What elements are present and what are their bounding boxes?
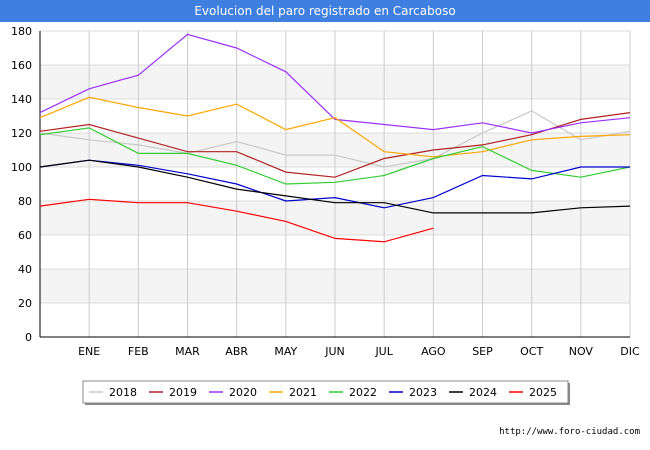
legend-label-2024: 2024 xyxy=(469,386,497,399)
y-tick-label: 180 xyxy=(11,25,32,38)
legend-label-2025: 2025 xyxy=(529,386,557,399)
series-line-2023 xyxy=(39,159,630,209)
x-tick-label: ENE xyxy=(78,345,100,358)
y-tick-label: 40 xyxy=(18,263,32,276)
x-tick-label: ABR xyxy=(225,345,248,358)
y-tick-label: 20 xyxy=(18,297,32,310)
chart-title: Evolucion del paro registrado en Carcabo… xyxy=(0,0,650,22)
y-tick-label: 120 xyxy=(11,127,32,140)
series-line-2025 xyxy=(39,198,434,243)
x-tick-label: NOV xyxy=(569,345,594,358)
footer-url[interactable]: http://www.foro-ciudad.com xyxy=(499,427,640,437)
y-tick-label: 100 xyxy=(11,161,32,174)
x-tick-label: JUL xyxy=(374,345,393,358)
y-tick-label: 140 xyxy=(11,93,32,106)
series-line-2021 xyxy=(39,96,631,158)
legend-label-2020: 2020 xyxy=(229,386,257,399)
legend-label-2023: 2023 xyxy=(409,386,437,399)
series-line-2018 xyxy=(39,110,631,168)
x-tick-label: OCT xyxy=(520,345,543,358)
series-line-2019 xyxy=(39,112,631,178)
x-tick-label: FEB xyxy=(128,345,149,358)
series-line-2020 xyxy=(39,33,631,134)
y-tick-label: 160 xyxy=(11,59,32,72)
legend-label-2018: 2018 xyxy=(109,386,137,399)
series-line-2024 xyxy=(39,159,631,214)
legend-label-2022: 2022 xyxy=(349,386,377,399)
x-tick-label: MAR xyxy=(175,345,200,358)
x-tick-label: MAY xyxy=(274,345,297,358)
x-tick-label: DIC xyxy=(620,345,640,358)
y-tick-label: 0 xyxy=(25,331,32,344)
y-tick-label: 80 xyxy=(18,195,32,208)
legend-label-2021: 2021 xyxy=(289,386,317,399)
x-tick-label: SEP xyxy=(472,345,493,358)
series-line-2022 xyxy=(39,127,631,185)
y-tick-label: 60 xyxy=(18,229,32,242)
legend xyxy=(82,380,569,404)
x-tick-label: AGO xyxy=(421,345,446,358)
x-tick-label: JUN xyxy=(324,345,345,358)
legend-label-2019: 2019 xyxy=(169,386,197,399)
